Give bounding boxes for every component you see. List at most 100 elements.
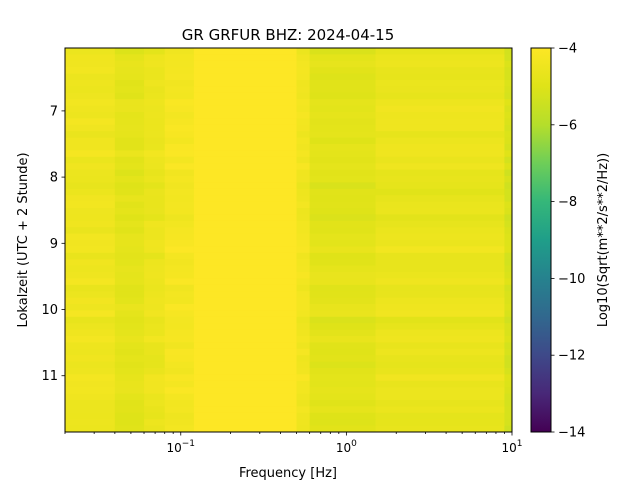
heatmap-cell — [144, 144, 166, 151]
heatmap-cell — [114, 368, 145, 375]
heatmap-cell — [375, 208, 506, 215]
heatmap-cell — [114, 412, 145, 420]
heatmap-cell — [296, 374, 311, 382]
heatmap-cell — [193, 105, 298, 113]
heatmap-cell — [309, 201, 377, 209]
heatmap-cell — [296, 246, 311, 254]
heatmap-cell — [296, 240, 311, 247]
heatmap-cell — [375, 336, 506, 343]
heatmap-cell — [65, 48, 116, 55]
heatmap-cell — [164, 227, 195, 235]
heatmap-cell — [504, 265, 512, 273]
heatmap-cell — [144, 137, 166, 145]
heatmap-cell — [144, 329, 166, 337]
y-tick-label: 11 — [41, 369, 58, 384]
heatmap-cell — [65, 336, 116, 343]
heatmap-cell — [164, 105, 195, 113]
heatmap-cell — [164, 368, 195, 375]
heatmap-cell — [65, 182, 116, 190]
heatmap-cell — [144, 48, 166, 55]
heatmap-cell — [164, 361, 195, 369]
heatmap-cell — [65, 233, 116, 241]
heatmap-cell — [164, 316, 195, 324]
heatmap-cell — [375, 182, 506, 190]
heatmap-cell — [296, 144, 311, 151]
heatmap-cell — [164, 60, 195, 68]
heatmap-cell — [114, 220, 145, 228]
heatmap-cell — [309, 214, 377, 222]
heatmap-cell — [375, 163, 506, 171]
heatmap-cell — [144, 406, 166, 414]
heatmap-cell — [375, 278, 506, 286]
heatmap-cell — [144, 54, 166, 62]
heatmap-cell — [114, 214, 145, 222]
heatmap-cell — [164, 393, 195, 401]
heatmap-cell — [309, 278, 377, 286]
heatmap-cell — [144, 323, 166, 331]
heatmap-cell — [144, 188, 166, 196]
heatmap-cell — [309, 304, 377, 311]
heatmap-cell — [144, 80, 166, 87]
heatmap-cell — [296, 400, 311, 407]
heatmap-cell — [375, 220, 506, 228]
heatmap-cell — [114, 272, 145, 279]
heatmap-cell — [504, 374, 512, 382]
heatmap-cell — [296, 297, 311, 305]
heatmap-cell — [504, 86, 512, 94]
heatmap-cell — [65, 150, 116, 158]
heatmap-cell — [504, 227, 512, 235]
heatmap-cell — [164, 380, 195, 388]
heatmap-cell — [114, 240, 145, 247]
heatmap-cell — [164, 169, 195, 177]
heatmap-cell — [309, 86, 377, 94]
heatmap-cell — [65, 304, 116, 311]
heatmap-cell — [375, 284, 506, 292]
heatmap-cell — [375, 419, 506, 427]
heatmap-cell — [309, 265, 377, 273]
heatmap-cell — [144, 284, 166, 292]
heatmap-cell — [375, 60, 506, 68]
heatmap-cell — [504, 380, 512, 388]
heatmap-cell — [296, 92, 311, 100]
heatmap-cell — [193, 201, 298, 209]
heatmap-cell — [193, 310, 298, 318]
heatmap-cell — [144, 272, 166, 279]
heatmap-cell — [114, 336, 145, 343]
heatmap-cell — [375, 387, 506, 395]
heatmap-cell — [309, 374, 377, 382]
heatmap-cell — [375, 227, 506, 235]
heatmap-cell — [504, 252, 512, 260]
heatmap-cell — [309, 419, 377, 427]
heatmap-cell — [375, 240, 506, 247]
heatmap-cell — [193, 272, 298, 279]
heatmap-cell — [375, 176, 506, 183]
heatmap-cell — [114, 67, 145, 75]
heatmap-cell — [309, 118, 377, 126]
heatmap-cell — [144, 412, 166, 420]
heatmap-cell — [65, 329, 116, 337]
heatmap-cell — [375, 342, 506, 350]
heatmap-cell — [193, 412, 298, 420]
heatmap-cell — [164, 387, 195, 395]
heatmap-cell — [296, 80, 311, 87]
heatmap-cell — [65, 195, 116, 203]
heatmap-cell — [309, 156, 377, 164]
heatmap-cell — [375, 188, 506, 196]
heatmap-cell — [309, 284, 377, 292]
heatmap-cell — [296, 412, 311, 420]
heatmap-cell — [65, 348, 116, 356]
heatmap-cell — [114, 86, 145, 94]
heatmap-cell — [309, 54, 377, 62]
heatmap-cell — [504, 406, 512, 414]
heatmap-cell — [144, 201, 166, 209]
heatmap-cell — [375, 150, 506, 158]
heatmap-cell — [504, 361, 512, 369]
heatmap-cell — [193, 284, 298, 292]
heatmap-cell — [144, 182, 166, 190]
heatmap-cell — [164, 124, 195, 132]
heatmap-cell — [504, 156, 512, 164]
heatmap-cell — [144, 348, 166, 356]
heatmap-cell — [296, 310, 311, 318]
heatmap-cell — [193, 182, 298, 190]
heatmap-cell — [65, 60, 116, 68]
